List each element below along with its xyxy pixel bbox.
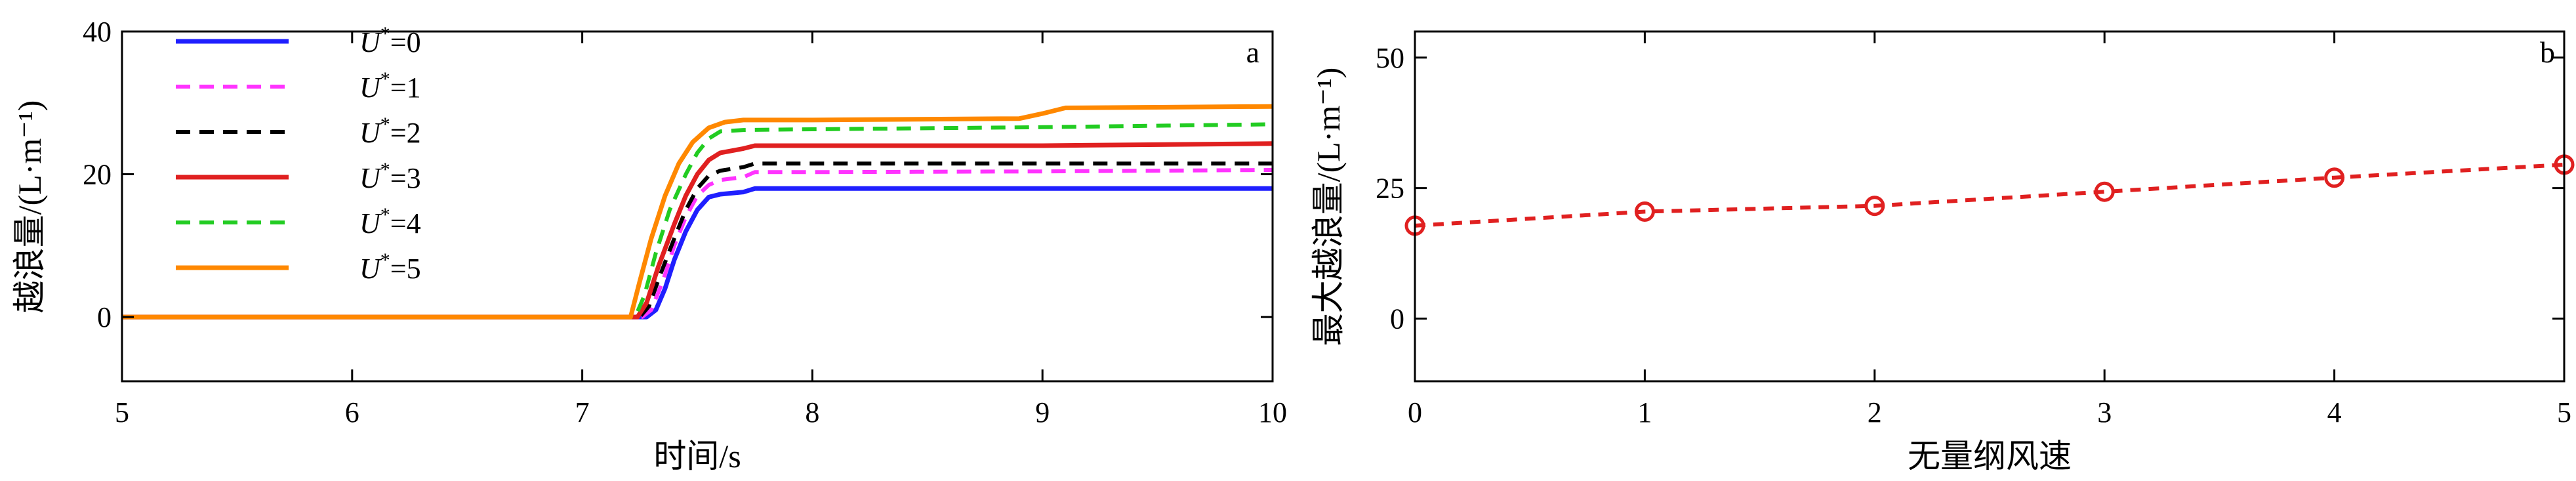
panel-a-ylabel: 越浪量/(L·m⁻¹) bbox=[11, 100, 48, 314]
panel-b-data-point-3 bbox=[2094, 181, 2115, 202]
panel-b-xtick-label-2: 2 bbox=[1868, 396, 1882, 429]
panel-b-xtick-label-0: 0 bbox=[1408, 396, 1422, 429]
panel-a-xtick-label-5: 10 bbox=[1258, 396, 1287, 429]
panel-a-label: a bbox=[1246, 35, 1259, 69]
panel-b-ytick-label-0: 0 bbox=[1390, 303, 1404, 335]
panel-b-yticks: 0 25 50 bbox=[1376, 42, 2564, 335]
legend-entry-1: U*=1 bbox=[359, 68, 421, 104]
legend-entry-3: U*=3 bbox=[359, 159, 421, 194]
panel-a-legend: U*=0 U*=1 U*=2 U*=3 U*=4 U*=5 bbox=[176, 23, 421, 285]
panel-a-series-line-1 bbox=[122, 168, 1273, 320]
panel-b-label: b bbox=[2540, 35, 2555, 69]
panel-a-yticks: 0 20 40 bbox=[83, 16, 1273, 333]
panel-a-xtick-label-3: 8 bbox=[805, 396, 819, 429]
panel-a-series-line-5 bbox=[122, 104, 1273, 320]
panel-b-ylabel: 最大越浪量/(L·m⁻¹) bbox=[1310, 68, 1347, 346]
panel-b-xtick-label-4: 4 bbox=[2327, 396, 2342, 429]
panel-a-xlabel: 时间/s bbox=[653, 438, 741, 474]
panel-a-series-line-4 bbox=[122, 122, 1273, 320]
panel-a-xtick-label-1: 6 bbox=[345, 396, 359, 429]
legend-entry-0: U*=0 bbox=[359, 23, 421, 58]
panel-b-ytick-label-1: 25 bbox=[1376, 173, 1404, 205]
panel-b-xtick-label-5: 5 bbox=[2557, 396, 2571, 429]
panel-a-xtick-label-2: 7 bbox=[575, 396, 590, 429]
panel-b-data-point-4 bbox=[2324, 167, 2345, 188]
panel-b-data-point-1 bbox=[1634, 201, 1655, 222]
panel-a-series bbox=[122, 104, 1273, 320]
panel-a-series-line-0 bbox=[122, 186, 1273, 320]
panel-b-axes-frame bbox=[1414, 30, 2566, 383]
panel-a-xtick-label-0: 5 bbox=[115, 396, 129, 429]
panel-b-ytick-label-2: 50 bbox=[1376, 42, 1404, 74]
panel-b-xticks: 0 1 2 3 4 5 bbox=[1408, 31, 2571, 429]
panel-a-ytick-label-1: 20 bbox=[83, 159, 112, 191]
panel-b-data-point-2 bbox=[1864, 196, 1885, 217]
panel-b: 0 1 2 3 4 5 0 25 50 无量纲风速 最大越浪量/(L·m⁻¹) b bbox=[1310, 30, 2575, 474]
panel-b-xtick-label-1: 1 bbox=[1637, 396, 1652, 429]
panel-b-series bbox=[1404, 154, 2575, 236]
legend-entry-5: U*=5 bbox=[359, 249, 421, 285]
legend-entry-4: U*=4 bbox=[359, 204, 421, 240]
panel-b-xlabel: 无量纲风速 bbox=[1908, 438, 2072, 474]
legend-entry-2: U*=2 bbox=[359, 114, 421, 149]
panel-b-series-line-0 bbox=[1414, 162, 2565, 228]
panel-a-ytick-label-2: 40 bbox=[83, 16, 112, 48]
panel-a-series-line-2 bbox=[122, 161, 1273, 320]
panel-a-xticks: 5 6 7 8 9 10 bbox=[115, 31, 1287, 429]
panel-a-ytick-label-0: 0 bbox=[97, 301, 112, 333]
panel-a-series-line-3 bbox=[122, 141, 1273, 320]
panel-a-xtick-label-4: 9 bbox=[1035, 396, 1050, 429]
panel-a-axes-frame bbox=[121, 30, 1274, 383]
panel-b-xtick-label-3: 3 bbox=[2097, 396, 2112, 429]
